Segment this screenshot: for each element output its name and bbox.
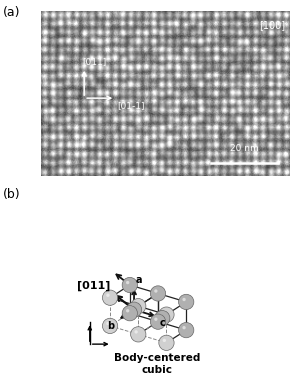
Circle shape [126,281,129,284]
Circle shape [178,294,194,310]
Circle shape [126,309,129,312]
Circle shape [106,322,110,325]
Circle shape [131,327,146,342]
Circle shape [106,294,110,297]
Circle shape [159,335,174,351]
Circle shape [134,302,138,305]
Circle shape [134,330,138,334]
Text: [100]: [100] [259,20,285,30]
Text: 20 nm: 20 nm [230,144,258,153]
Circle shape [159,307,174,322]
Circle shape [158,314,162,317]
Text: cubic: cubic [141,365,173,375]
Text: c: c [160,318,165,328]
Text: (b): (b) [3,188,21,200]
Circle shape [150,314,166,329]
Circle shape [150,286,166,301]
Circle shape [102,318,118,334]
Text: [01-1]: [01-1] [117,101,144,110]
Text: [011]: [011] [82,57,106,66]
Text: [011]: [011] [77,281,111,291]
Text: (a): (a) [3,6,20,19]
Circle shape [182,326,186,329]
Text: b: b [107,321,115,331]
Text: Body-centered: Body-centered [114,353,200,363]
Circle shape [154,318,157,321]
Circle shape [182,298,186,301]
Circle shape [102,290,118,305]
Text: a: a [136,275,142,285]
Circle shape [163,310,166,314]
Circle shape [154,289,157,293]
Circle shape [178,323,194,338]
Circle shape [131,299,146,314]
Circle shape [126,302,142,317]
Circle shape [130,305,133,309]
Circle shape [163,339,166,342]
Circle shape [122,305,137,321]
Circle shape [122,277,137,293]
Circle shape [155,310,170,326]
